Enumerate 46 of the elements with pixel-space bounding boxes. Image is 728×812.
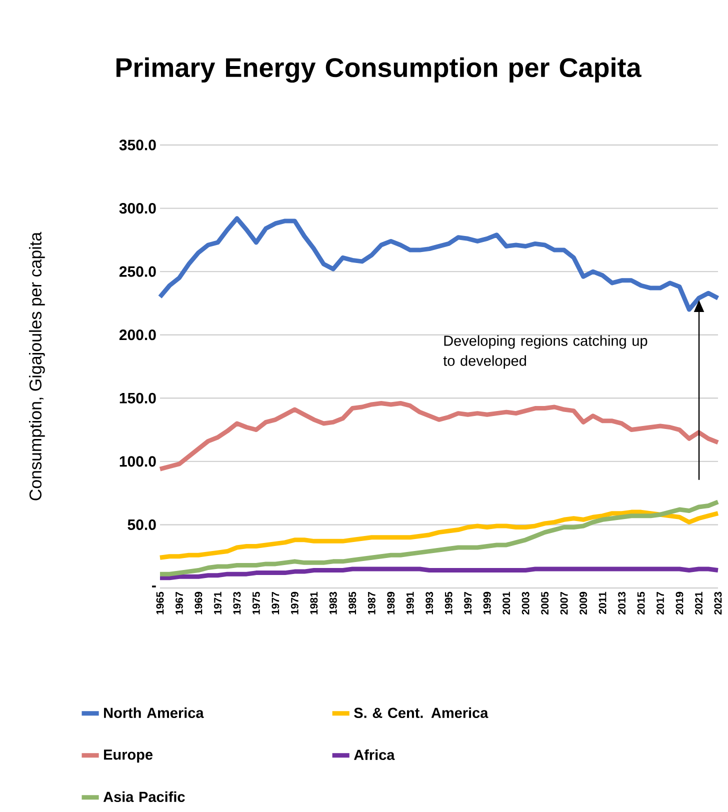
legend-label: S. & Cent. America — [354, 707, 488, 718]
x-tick-label: 2017 — [656, 592, 664, 615]
x-tick-label: 2023 — [714, 592, 722, 615]
x-tick-label: 1989 — [387, 592, 395, 614]
x-tick-label: 1969 — [194, 592, 202, 614]
x-tick-label: 2019 — [676, 592, 684, 615]
x-tick-label: 1995 — [444, 592, 452, 614]
x-tick-label: 1987 — [368, 592, 376, 614]
y-tick-label: 100.0 — [120, 456, 156, 467]
x-tick-label: 2003 — [522, 592, 530, 615]
x-tick-label: 1993 — [426, 592, 434, 614]
x-tick-label: 2011 — [598, 592, 606, 614]
x-tick-label: 2013 — [618, 592, 626, 615]
x-tick-label: 2021 — [695, 592, 702, 615]
x-tick-label: 1971 — [214, 592, 222, 614]
legend-label: North America — [104, 707, 204, 718]
x-tick-label: 2015 — [637, 592, 645, 615]
x-tick-label: 1967 — [176, 592, 183, 614]
y-tick-label: 250.0 — [119, 266, 156, 277]
x-tick-label: 1975 — [252, 592, 260, 614]
x-tick-label: 2005 — [541, 592, 549, 615]
x-tick-label: 1991 — [406, 592, 414, 614]
legend-label: Africa — [354, 749, 395, 760]
y-axis-title: Consumption, Gigajoules per capita — [29, 232, 45, 500]
x-tick-label: 1983 — [329, 592, 337, 614]
x-tick-label: 1965 — [156, 592, 164, 614]
chart-title: Primary Energy Consumption per Capita — [116, 57, 642, 83]
x-tick-label: 2001 — [502, 592, 510, 615]
x-tick-label: 1979 — [290, 592, 298, 614]
x-tick-label: 2009 — [580, 592, 588, 615]
y-tick-label: 350.0 — [119, 140, 156, 150]
legend-label: Europe — [104, 750, 153, 763]
x-tick-label: 1977 — [272, 592, 280, 614]
x-tick-label: 2007 — [560, 592, 568, 615]
y-tick-label: 150.0 — [120, 392, 156, 404]
y-tick-label: 50.0 — [128, 519, 156, 530]
annotation: Developing regions catching up to developed — [443, 335, 648, 369]
y-tick-label: 200.0 — [119, 330, 156, 340]
legend-label: Asia Pacific — [103, 791, 185, 802]
x-tick-label: 1985 — [348, 592, 356, 614]
x-tick-label: 1997 — [464, 592, 472, 614]
x-tick-label: 1981 — [310, 592, 318, 614]
y-tick-label: 300.0 — [119, 202, 156, 214]
y-tick-label: - — [152, 586, 156, 588]
x-tick-label: 1999 — [483, 592, 491, 614]
x-tick-label: 1973 — [233, 592, 241, 614]
